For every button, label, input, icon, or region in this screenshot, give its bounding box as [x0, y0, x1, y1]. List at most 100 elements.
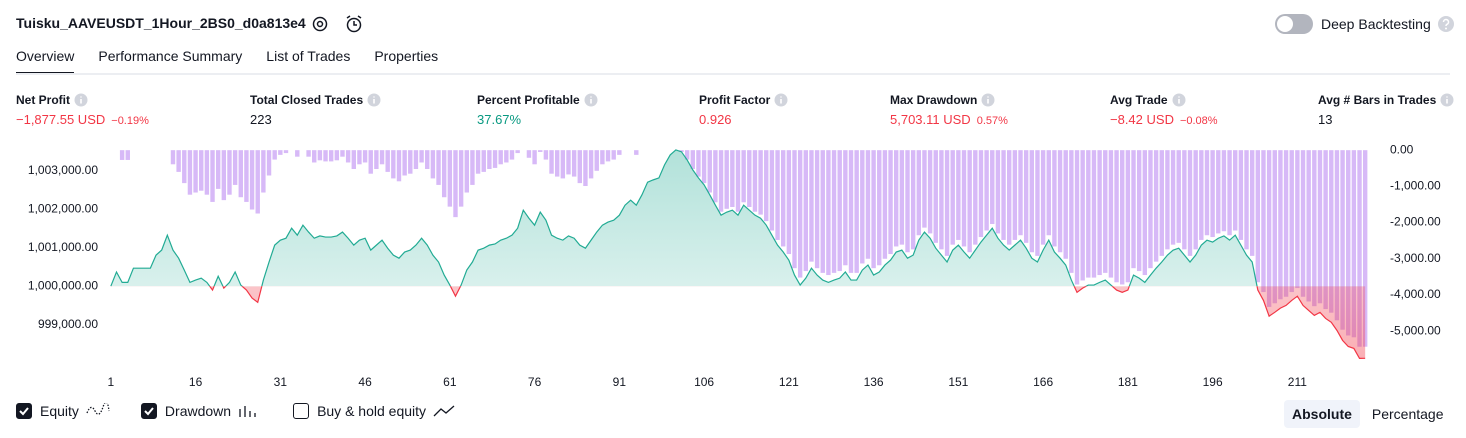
drawdown-bar	[481, 150, 486, 172]
drawdown-bar	[1187, 150, 1193, 256]
checkbox-item[interactable]: Equity	[16, 403, 111, 419]
x-tick-label: 31	[274, 375, 288, 389]
series-icon-path	[86, 403, 110, 415]
drawdown-bar	[487, 150, 492, 169]
tab[interactable]: Properties	[374, 48, 439, 64]
drawdown-bar	[549, 150, 554, 174]
drawdown-bar	[306, 150, 311, 157]
drawdown-bar	[973, 150, 978, 245]
metric-value-row: 13	[1318, 112, 1454, 127]
drawdown-bar	[1159, 150, 1164, 256]
deep-backtesting[interactable]: Deep Backtesting	[1275, 14, 1457, 34]
metric-label-row: Avg # Bars in Trades	[1318, 93, 1454, 107]
y-tick-label: 1,003,000.00	[28, 163, 98, 177]
drawdown-bar	[1080, 150, 1085, 281]
drawdown-bar	[1346, 150, 1351, 336]
drawdown-bar	[713, 150, 718, 203]
metric: Avg # Bars in Trades 13	[1318, 93, 1454, 127]
drawdown-bar	[1114, 150, 1119, 283]
drawdown-bar	[255, 150, 260, 214]
drawdown-bar	[1057, 150, 1063, 253]
checkbox[interactable]	[293, 403, 310, 419]
metric-value-row: 37.67%	[477, 112, 598, 127]
metric-value-row: −8.42 USD −0.08%	[1110, 112, 1218, 127]
drawdown-bar	[939, 150, 944, 250]
drawdown-bar	[792, 150, 797, 269]
drawdown-bar	[1182, 150, 1187, 250]
drawdown-bar	[391, 150, 396, 179]
metric: Net Profit −1,877.55 USD −0.19%	[16, 93, 149, 127]
drawdown-bar	[1216, 150, 1221, 234]
x-tick-label: 136	[864, 375, 884, 389]
y-tick-label: 1,000,000.00	[28, 278, 98, 292]
chart: 999,000.00 1,000,000.00 1,001,000.00 1,002,…	[28, 142, 1441, 389]
drawdown-bar	[1227, 150, 1232, 236]
drawdown-bar	[182, 150, 187, 184]
drawdown-bar	[701, 150, 707, 184]
drawdown-bar	[1249, 150, 1255, 256]
drawdown-bar	[278, 150, 283, 155]
x-tick-label: 106	[694, 375, 714, 389]
drawdown-bar	[877, 150, 882, 266]
drawdown-bar	[543, 150, 549, 160]
metric-value-row: 5,703.11 USD 0.57%	[890, 112, 1008, 127]
drawdown-bar	[1334, 150, 1340, 321]
drawdown-bar	[617, 150, 622, 155]
drawdown-bar	[724, 150, 729, 209]
tab[interactable]: List of Trades	[266, 48, 351, 64]
y2-tick-label: 0.00	[1390, 142, 1414, 156]
drawdown-bar	[362, 150, 368, 163]
drawdown-bar	[758, 150, 763, 215]
metric-percent: 0.57%	[976, 115, 1008, 127]
drawdown-bar	[1306, 150, 1311, 302]
drawdown-bar	[1029, 150, 1035, 253]
metric-value: 0.926	[699, 112, 732, 127]
drawdown-bar	[351, 150, 356, 169]
drawdown-bar	[1289, 150, 1294, 293]
drawdown-bar	[826, 150, 831, 276]
drawdown-bar	[786, 150, 792, 255]
checkbox-item[interactable]: Buy & hold equity	[293, 403, 458, 419]
checkbox[interactable]	[140, 403, 157, 419]
drawdown-bar	[1283, 150, 1289, 297]
drawdown-bar	[227, 150, 232, 195]
y-tick-label: 1,002,000.00	[28, 202, 98, 216]
drawdown-bar	[1120, 150, 1125, 285]
drawdown-bar	[1035, 150, 1040, 256]
drawdown-bar	[458, 150, 464, 207]
drawdown-bar	[1086, 150, 1091, 278]
settings-icon[interactable]	[312, 16, 328, 32]
y-tick-label: 1,001,000.00	[28, 240, 98, 254]
drawdown-bar	[956, 150, 961, 240]
drawdown-bar	[1255, 150, 1261, 283]
scale-button[interactable]: Percentage	[1371, 406, 1444, 422]
alert-icon[interactable]	[346, 17, 362, 33]
metric-label-row: Percent Profitable	[477, 93, 598, 107]
drawdown-bar	[210, 150, 215, 202]
drawdown-bar	[1069, 150, 1074, 273]
checkbox-item[interactable]: Drawdown	[140, 403, 263, 419]
help-icon[interactable]	[1437, 15, 1457, 33]
drawdown-bar	[515, 150, 520, 154]
drawdown-bar	[447, 150, 453, 207]
checkbox[interactable]	[16, 403, 32, 419]
series-icon	[433, 405, 455, 417]
scale-button[interactable]: Absolute	[1284, 400, 1360, 428]
y2-tick-label: -1,000.00	[1390, 179, 1441, 193]
metric-value-row: 223	[250, 112, 381, 127]
drawdown-bar	[905, 150, 910, 253]
scale-buttons: Absolute Percentage	[1280, 400, 1452, 428]
drawdown-bar	[1295, 150, 1300, 289]
tab[interactable]: Performance Summary	[98, 48, 243, 64]
drawdown-bar	[357, 150, 362, 165]
metric-label: Avg # Bars in Trades	[1318, 93, 1437, 107]
toggle-switch[interactable]	[1275, 14, 1313, 34]
x-tick-label: 46	[358, 375, 372, 389]
drawdown-bar	[1238, 150, 1244, 240]
drawdown-bar	[408, 150, 413, 174]
tab[interactable]: Overview	[16, 48, 75, 75]
drawdown-bar	[345, 150, 351, 163]
drawdown-bar	[1266, 150, 1272, 307]
drawdown-bar	[605, 150, 611, 162]
info-icon	[74, 93, 88, 107]
